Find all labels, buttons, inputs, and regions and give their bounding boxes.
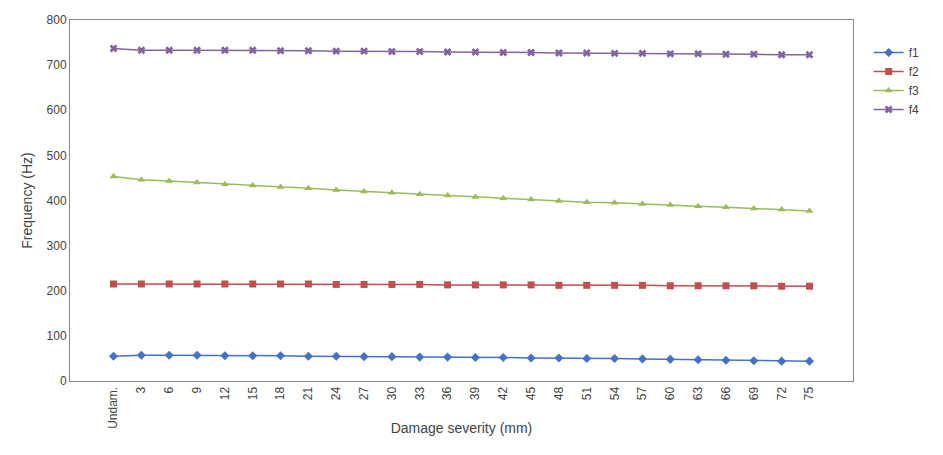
svg-text:33: 33 — [413, 386, 427, 400]
svg-text:12: 12 — [218, 386, 232, 400]
svg-text:3: 3 — [134, 386, 148, 393]
svg-text:63: 63 — [691, 386, 705, 400]
svg-text:75: 75 — [802, 386, 816, 400]
svg-text:f3: f3 — [909, 84, 919, 98]
svg-text:72: 72 — [775, 386, 789, 400]
svg-text:21: 21 — [301, 386, 315, 400]
svg-text:Undam.: Undam. — [106, 387, 120, 429]
svg-text:36: 36 — [440, 386, 454, 400]
svg-text:9: 9 — [190, 386, 204, 393]
svg-text:f2: f2 — [909, 65, 919, 79]
svg-text:0: 0 — [60, 374, 67, 388]
svg-text:39: 39 — [468, 386, 482, 400]
svg-text:57: 57 — [635, 386, 649, 400]
svg-text:600: 600 — [47, 103, 67, 117]
svg-text:100: 100 — [47, 329, 67, 343]
svg-text:Frequency (Hz): Frequency (Hz) — [19, 152, 35, 248]
svg-text:500: 500 — [47, 149, 67, 163]
svg-text:54: 54 — [608, 386, 622, 400]
svg-text:45: 45 — [524, 386, 538, 400]
svg-text:6: 6 — [162, 386, 176, 393]
svg-text:18: 18 — [273, 386, 287, 400]
svg-text:f4: f4 — [909, 103, 919, 117]
svg-text:700: 700 — [47, 58, 67, 72]
svg-text:400: 400 — [47, 194, 67, 208]
svg-text:f1: f1 — [909, 46, 919, 60]
svg-text:Damage severity (mm): Damage severity (mm) — [391, 420, 533, 436]
svg-text:48: 48 — [552, 386, 566, 400]
svg-text:200: 200 — [47, 284, 67, 298]
svg-text:300: 300 — [47, 239, 67, 253]
svg-text:69: 69 — [747, 386, 761, 400]
svg-text:800: 800 — [47, 13, 67, 27]
svg-text:66: 66 — [719, 386, 733, 400]
svg-text:51: 51 — [580, 386, 594, 400]
svg-text:27: 27 — [357, 386, 371, 400]
svg-text:30: 30 — [385, 386, 399, 400]
svg-text:15: 15 — [246, 386, 260, 400]
svg-text:60: 60 — [663, 386, 677, 400]
svg-text:42: 42 — [496, 386, 510, 400]
svg-text:24: 24 — [329, 386, 343, 400]
